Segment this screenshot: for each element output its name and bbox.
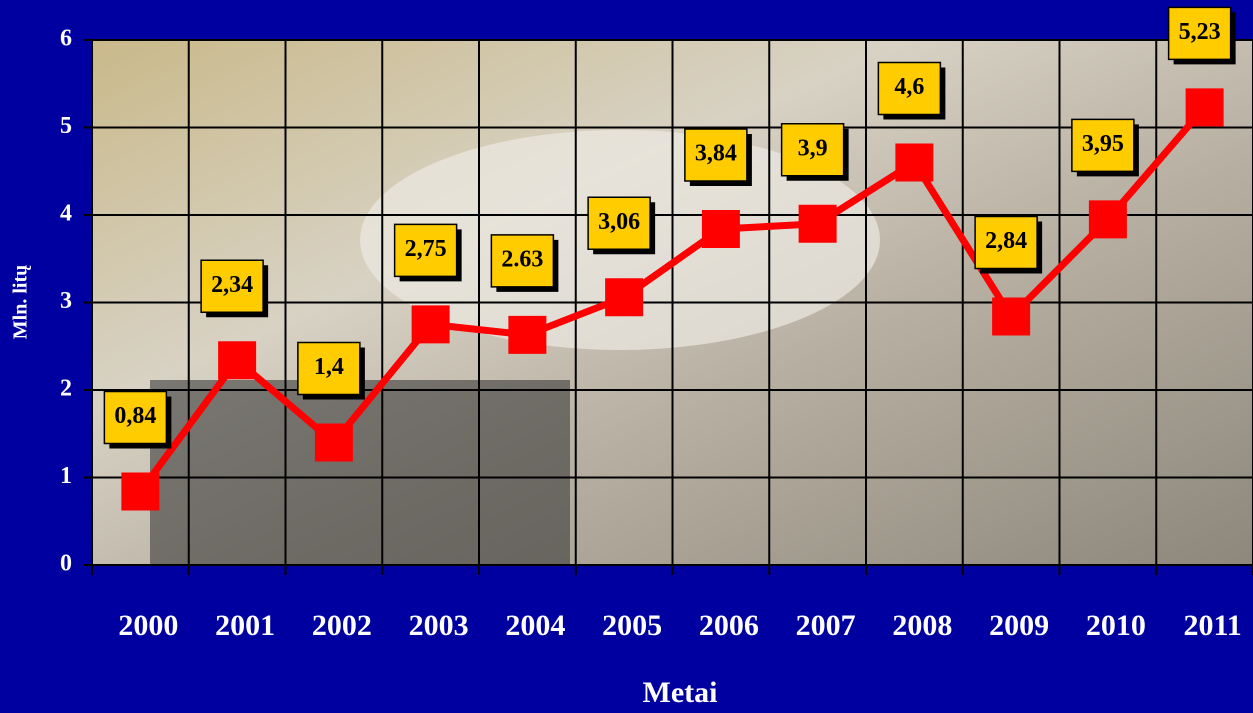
y-tick-label: 1 (60, 463, 72, 489)
chart: Metai Mln. litų 0 1 2 3 4 5 6 2000 2001 2002 2003 2… (0, 0, 1253, 713)
marker (1089, 200, 1127, 238)
x-tick-label: 2008 (892, 609, 952, 642)
data-label: 1,4 (314, 354, 344, 380)
data-label: 3,84 (695, 141, 737, 167)
y-axis-label: Mln. litų (10, 265, 32, 339)
data-label: 3,9 (798, 135, 828, 161)
x-tick-label: 2004 (505, 609, 565, 642)
x-tick-label: 2009 (989, 609, 1049, 642)
x-tick-label: 2005 (602, 609, 662, 642)
y-tick-label: 0 (60, 551, 72, 577)
x-axis-label: Metai (643, 676, 718, 709)
marker (895, 144, 933, 182)
marker (412, 305, 450, 343)
x-tick-label: 2000 (118, 609, 178, 642)
marker (702, 210, 740, 248)
x-tick-label: 2001 (215, 609, 275, 642)
y-tick-label: 4 (60, 201, 72, 227)
marker (605, 278, 643, 316)
data-label: 0,84 (114, 403, 156, 429)
marker (1186, 88, 1224, 126)
y-tick-label: 5 (60, 113, 72, 139)
x-tick-label: 2002 (312, 609, 372, 642)
data-label: 2,75 (405, 236, 447, 262)
y-tick-label: 6 (60, 26, 72, 52)
data-label: 2.63 (501, 246, 543, 272)
x-tick-label: 2006 (699, 609, 759, 642)
marker (218, 341, 256, 379)
data-label: 2,34 (211, 272, 253, 298)
marker (992, 298, 1030, 336)
x-tick-label: 2003 (409, 609, 469, 642)
y-tick-label: 2 (60, 376, 72, 402)
marker (799, 205, 837, 243)
x-tick-label: 2010 (1086, 609, 1146, 642)
y-tick-label: 3 (60, 288, 72, 314)
marker (121, 473, 159, 511)
x-tick-label: 2011 (1183, 609, 1241, 642)
data-label: 2,84 (985, 228, 1027, 254)
marker (508, 316, 546, 354)
marker (315, 424, 353, 462)
x-tick-label: 2007 (796, 609, 856, 642)
data-label: 5,23 (1179, 19, 1221, 45)
data-label: 3,06 (598, 209, 640, 235)
data-label: 4,6 (894, 74, 924, 100)
data-label: 3,95 (1082, 131, 1124, 157)
